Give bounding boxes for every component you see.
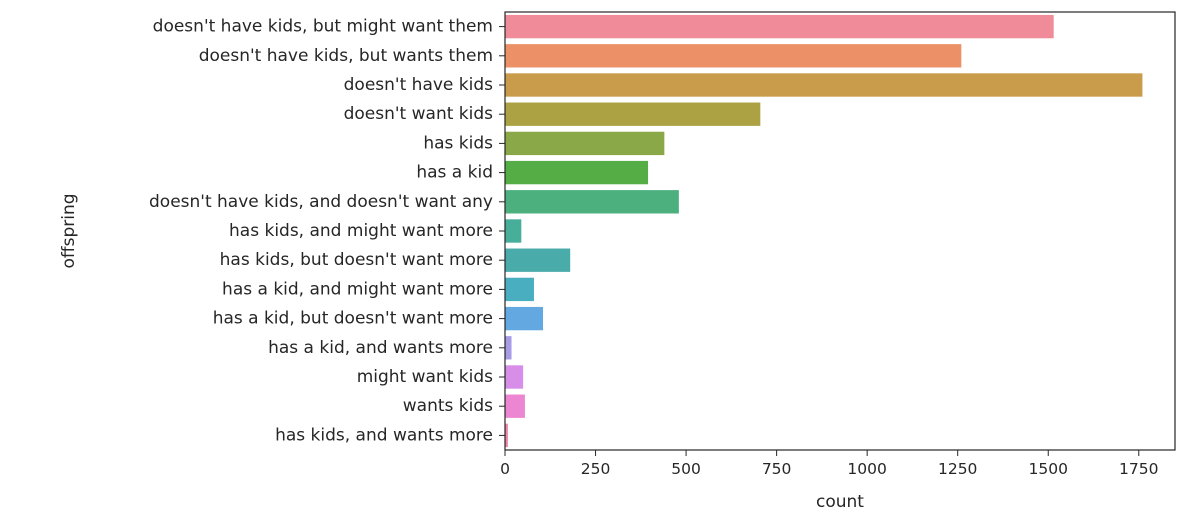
category-label: wants kids [403,396,493,416]
category-label: has kids, and might want more [229,221,493,241]
bar [505,248,571,272]
bar [505,14,1054,39]
bars-layer [505,14,1143,448]
category-label: doesn't have kids, but might want them [153,17,493,37]
category-label: has a kid, but doesn't want more [213,309,493,329]
x-axis-ticks: 0 250 500 750 1000 1250 1500 1750 [500,450,1159,478]
plot-frame [504,11,1176,451]
bar [505,394,525,418]
bar [505,131,665,156]
category-label: doesn't have kids [344,75,493,95]
x-tick-label: 1000 [847,460,886,478]
x-tick-label: 0 [500,460,510,478]
category-label: has kids, but doesn't want more [220,250,493,270]
bar [505,160,649,185]
category-label: has kids [423,133,493,153]
category-labels: doesn't have kids, but might want them do… [149,17,505,445]
x-tick-label: 1750 [1119,460,1158,478]
category-label: has a kid, and wants more [268,338,493,358]
category-label: has a kid, and might want more [222,279,493,299]
bar [505,219,522,243]
x-tick-label: 1250 [938,460,977,478]
bar [505,336,512,360]
bar [505,44,962,68]
category-label: doesn't have kids, but wants them [199,46,493,66]
y-axis-title: offspring [59,193,79,268]
x-tick-label: 500 [671,460,701,478]
bar [505,277,534,302]
x-tick-label: 1500 [1029,460,1068,478]
bar [505,365,524,389]
bar [505,306,544,331]
bar [505,73,1143,97]
category-label: has kids, and wants more [275,425,493,445]
category-label: doesn't want kids [344,104,494,124]
category-label: has a kid [416,163,493,183]
bar [505,190,679,214]
x-axis-title: count [816,492,864,512]
x-tick-label: 250 [581,460,611,478]
bar [505,423,508,448]
x-tick-label: 750 [762,460,792,478]
bar [505,102,761,126]
category-label: doesn't have kids, and doesn't want any [149,192,493,212]
category-label: might want kids [357,367,493,387]
